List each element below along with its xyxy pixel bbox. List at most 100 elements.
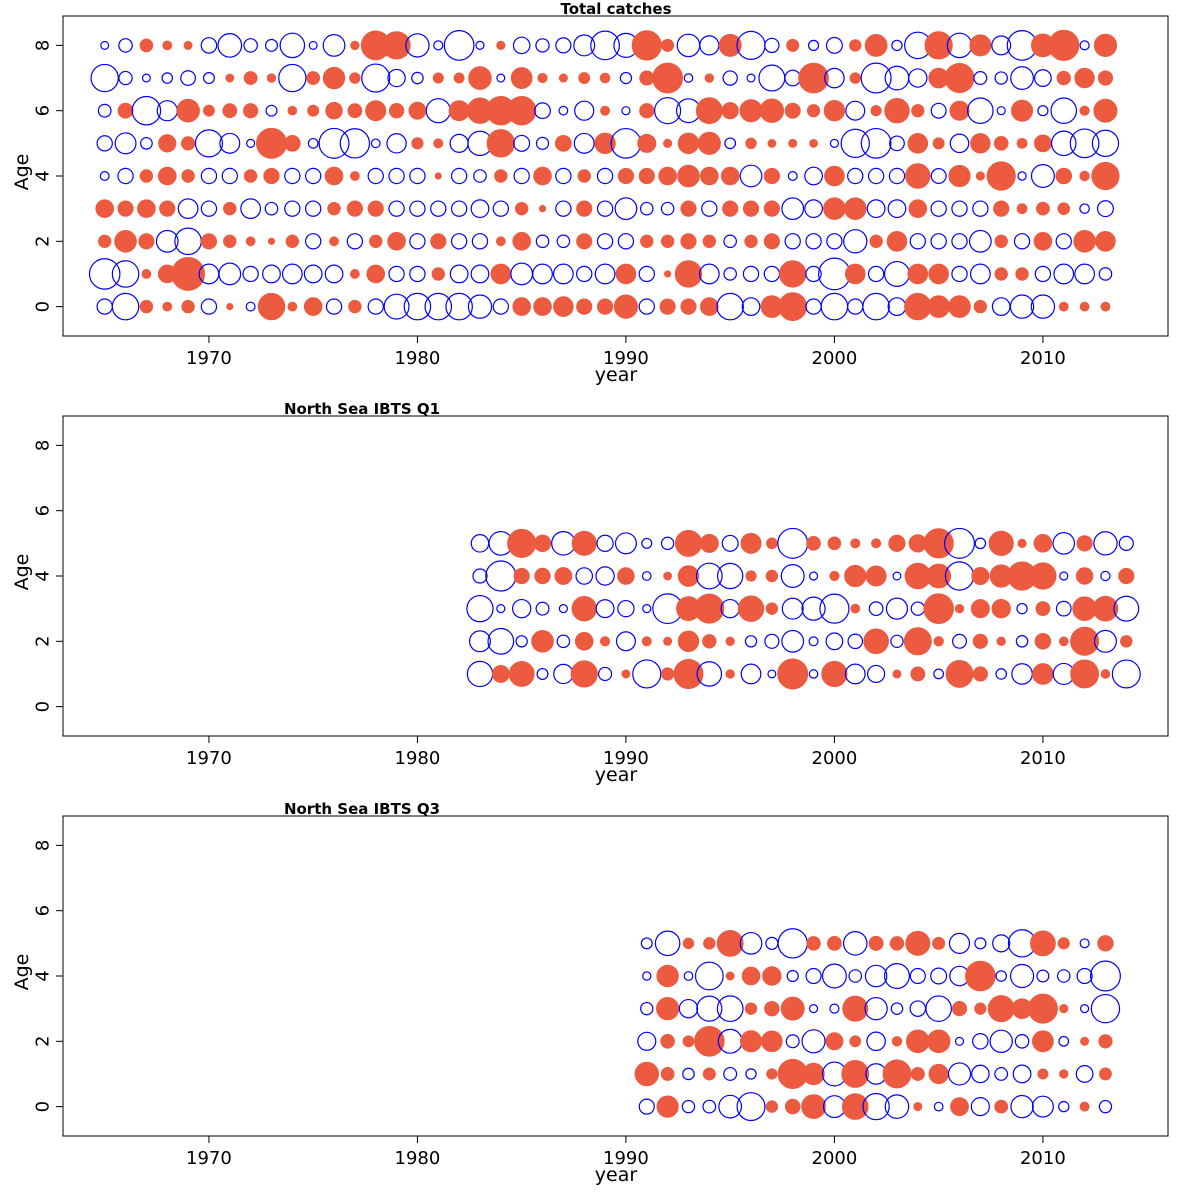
bubble-negative: [807, 39, 820, 51]
bubble-negative: [951, 265, 968, 283]
bubble-positive: [974, 1002, 987, 1015]
bubble-negative: [304, 167, 322, 185]
bubble-negative: [492, 200, 510, 217]
bubble-positive: [576, 298, 593, 315]
bubble-negative: [617, 233, 635, 250]
bubble-negative: [430, 200, 447, 217]
bubble-positive: [431, 267, 445, 281]
bubble-negative: [361, 63, 391, 93]
bubble-positive: [660, 1067, 675, 1081]
bubble-negative: [573, 132, 595, 154]
bubble-negative: [177, 198, 199, 220]
bubble-negative: [777, 928, 808, 959]
bubble-positive: [369, 234, 383, 249]
bubble-positive: [658, 166, 677, 186]
bubble-negative: [820, 292, 849, 321]
bubble-negative: [829, 1003, 840, 1014]
bubble-negative: [718, 1094, 743, 1119]
bubble-positive: [928, 1063, 949, 1085]
bubble-positive: [600, 105, 611, 116]
bubble-positive: [433, 138, 444, 149]
bubble-negative: [139, 136, 153, 150]
bubble-positive: [721, 102, 739, 120]
bubble-negative: [1080, 1004, 1090, 1014]
bubble-negative: [265, 104, 278, 117]
bubble-positive: [663, 138, 673, 148]
bubble-negative: [786, 969, 799, 983]
bubble-negative: [409, 200, 426, 217]
bubble-positive: [578, 72, 591, 84]
bubble-positive: [631, 30, 662, 61]
bubble-negative: [202, 72, 215, 85]
bubble-positive: [720, 166, 740, 186]
bubble-negative: [1093, 531, 1118, 556]
bubble-positive: [827, 536, 842, 551]
bubble-positive: [829, 570, 840, 582]
x-axis-label: year: [595, 764, 638, 786]
bubble-negative: [200, 37, 218, 54]
bubble-negative: [745, 1068, 757, 1080]
bubble-negative: [1076, 967, 1093, 985]
bubble-negative: [470, 264, 490, 284]
bubble-negative: [758, 64, 786, 92]
bubble-positive: [554, 567, 573, 585]
bubble-negative: [930, 102, 947, 119]
bubble-negative: [819, 593, 850, 624]
bubble-negative: [1100, 570, 1111, 582]
bubble-negative: [694, 961, 724, 991]
bubble-negative: [573, 34, 596, 57]
bubble-negative: [111, 292, 140, 321]
bubble-negative: [1096, 200, 1114, 218]
panel-ibts-q3: North Sea IBTS Q3 1970 1980 1990 2000 2010 0 2…: [11, 800, 1169, 1186]
bubble-positive: [888, 534, 906, 552]
bubble-positive: [806, 536, 821, 551]
bubble-positive: [973, 299, 988, 314]
bubble-negative: [590, 30, 620, 61]
bubble-positive: [181, 169, 195, 183]
bubble-negative: [219, 132, 241, 154]
bubble-positive: [951, 1001, 968, 1017]
bubble-negative: [889, 135, 905, 152]
bubble-positive: [809, 138, 818, 148]
bubble-positive: [694, 593, 725, 624]
bubble-negative: [535, 234, 550, 249]
bubble-negative: [910, 601, 926, 616]
bubble-positive: [387, 232, 406, 251]
bubble-positive: [1029, 562, 1057, 590]
bubble-positive: [558, 73, 568, 83]
bubble-negative: [553, 663, 574, 685]
bubble-negative: [1075, 1065, 1094, 1083]
bubble-negative: [284, 200, 301, 217]
bubble-positive: [716, 929, 744, 957]
bubble-negative: [862, 292, 890, 321]
bubble-negative: [596, 233, 614, 250]
bubble-positive: [656, 964, 679, 988]
x-tick-label: 1980: [395, 348, 441, 369]
bubble-negative: [723, 1066, 738, 1081]
bubble-positive: [926, 1029, 951, 1054]
bubble-negative: [974, 937, 987, 950]
bubble-positive: [510, 67, 533, 89]
panel-title: North Sea IBTS Q3: [284, 800, 440, 818]
bubble-negative: [240, 198, 262, 220]
bubble-positive: [1058, 636, 1069, 647]
bubble-negative: [339, 128, 371, 159]
bubble-negative: [724, 137, 737, 150]
bubble-negative: [325, 298, 343, 315]
bubble-negative: [801, 1029, 826, 1054]
bubble-positive: [1016, 137, 1028, 149]
bubble-negative: [155, 229, 179, 253]
bubble-positive: [324, 166, 344, 186]
bubble-negative: [1036, 969, 1050, 983]
bubble-positive: [659, 298, 676, 315]
bubble-negative: [891, 39, 903, 52]
bubble-negative: [995, 970, 1008, 982]
bubble-negative: [804, 166, 823, 186]
bubble-positive: [927, 295, 950, 318]
bubble-negative: [367, 298, 384, 315]
bubble-negative: [860, 62, 892, 94]
bubble-negative: [409, 265, 426, 283]
x-tick-label: 1980: [395, 748, 441, 769]
bubble-negative: [1050, 130, 1077, 157]
bubble-positive: [1098, 1034, 1113, 1049]
